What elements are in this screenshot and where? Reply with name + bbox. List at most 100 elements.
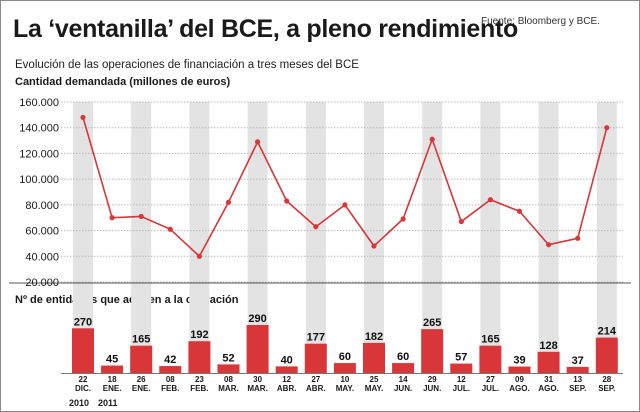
entity-bar-value: 128 <box>539 340 557 352</box>
y-axis-label: Cantidad demandada (millones de euros) <box>15 76 231 88</box>
entity-bar <box>508 366 531 373</box>
entity-bar-value: 42 <box>164 354 176 366</box>
date-month-label: DIC. <box>75 384 91 393</box>
date-day-label: 31 <box>544 375 553 384</box>
demand-point <box>138 213 144 220</box>
date-day-label: 25 <box>370 375 379 384</box>
column-band <box>422 102 443 372</box>
entity-bar-value: 40 <box>281 354 293 366</box>
demand-point <box>342 202 348 208</box>
column-band <box>480 102 501 372</box>
date-day-label: 28 <box>602 375 611 384</box>
date-day-label: 26 <box>137 375 146 384</box>
date-day-label: 27 <box>311 375 320 384</box>
year-label-2010: 2010 <box>69 398 90 408</box>
demand-line <box>82 117 608 258</box>
entity-bar-value: 177 <box>307 332 325 344</box>
demand-line-series <box>82 117 608 258</box>
column-band <box>131 102 152 372</box>
grid-lines <box>9 101 631 374</box>
demand-point <box>225 199 232 205</box>
y-tick-label: 40.000 <box>25 251 59 263</box>
column-band <box>364 102 384 372</box>
demand-point <box>458 218 464 225</box>
chart-source: Fuente: Bloomberg y BCE. <box>481 16 600 27</box>
entity-bar-value: 60 <box>397 351 409 363</box>
date-month-label: ABR. <box>277 384 297 393</box>
entity-bar-value: 165 <box>481 334 499 346</box>
demand-point <box>109 215 115 221</box>
demand-point <box>575 235 581 241</box>
y-tick-label: 20.000 <box>25 277 59 289</box>
entity-bar-value: 270 <box>74 316 92 328</box>
date-month-label: MAY. <box>365 384 383 393</box>
entity-bar <box>363 342 385 373</box>
date-month-label: FEB. <box>161 384 179 393</box>
date-day-label: 08 <box>224 375 233 384</box>
entity-bar-value: 290 <box>248 313 266 325</box>
entity-bar <box>566 366 589 373</box>
entity-bar-value: 57 <box>455 352 467 364</box>
date-month-label: MAR. <box>218 384 238 393</box>
entity-bar <box>392 363 415 373</box>
entity-bar-value: 39 <box>513 355 525 367</box>
entity-bar <box>101 365 124 373</box>
date-day-label: 14 <box>399 375 408 384</box>
entity-bar <box>333 363 356 373</box>
year-label-2011: 2011 <box>98 398 118 408</box>
demand-point <box>516 208 523 214</box>
date-day-label: 12 <box>457 375 466 384</box>
date-month-label: FEB. <box>190 384 208 393</box>
column-band <box>73 102 93 372</box>
entity-bar <box>217 364 240 373</box>
date-day-label: 23 <box>195 375 204 384</box>
entity-bar <box>595 337 618 373</box>
date-day-label: 18 <box>108 375 117 384</box>
demand-point <box>80 114 86 121</box>
entity-bar <box>537 351 560 373</box>
date-day-label: 10 <box>340 375 349 384</box>
bar-chart-title: Nº de entidades que acuden a la operació… <box>15 294 239 306</box>
date-day-label: 22 <box>79 375 88 384</box>
date-day-label: 08 <box>166 375 175 384</box>
demand-point <box>546 242 552 248</box>
entity-bar <box>130 345 153 373</box>
entity-bar-value: 214 <box>598 326 617 338</box>
chart-subtitle: Evolución de las operaciones de financia… <box>15 59 359 71</box>
column-band <box>538 102 559 372</box>
column-band <box>189 102 210 372</box>
date-month-label: ABR. <box>306 384 326 393</box>
date-month-label: MAR. <box>247 384 267 393</box>
date-day-label: 09 <box>515 375 524 384</box>
entity-bar <box>450 363 473 373</box>
y-tick-label: 60.000 <box>25 226 59 238</box>
demand-point <box>371 243 377 249</box>
entity-bar-value: 182 <box>365 331 383 343</box>
demand-point <box>196 253 202 259</box>
date-month-label: JUL. <box>453 384 470 393</box>
entity-bar <box>304 343 327 373</box>
date-axis-labels: 22DIC.18ENE.26ENE.08FEB.23FEB.08MAR.30MA… <box>75 375 615 393</box>
entity-bar-value: 165 <box>132 334 150 346</box>
y-tick-label: 160.000 <box>19 97 59 109</box>
date-day-label: 29 <box>428 375 437 384</box>
y-tick-label: 80.000 <box>25 200 59 212</box>
date-month-label: JUL. <box>482 384 499 393</box>
demand-point <box>429 136 435 142</box>
demand-point <box>313 224 319 230</box>
date-month-label: JUN. <box>394 384 412 393</box>
entity-bar <box>246 325 269 373</box>
chart-title: La ‘ventanilla’ del BCE, a pleno rendimi… <box>13 15 518 43</box>
column-band <box>596 102 617 372</box>
date-month-label: ENE. <box>103 384 122 393</box>
date-day-label: 12 <box>282 375 291 384</box>
demand-point <box>167 226 173 232</box>
date-month-label: JUN. <box>423 384 441 393</box>
y-tick-label: 100.000 <box>19 174 59 186</box>
date-month-label: SEP. <box>569 384 586 393</box>
entity-bar <box>479 345 502 373</box>
y-tick-label: 120.000 <box>19 148 59 160</box>
date-month-label: MAY. <box>336 384 354 393</box>
